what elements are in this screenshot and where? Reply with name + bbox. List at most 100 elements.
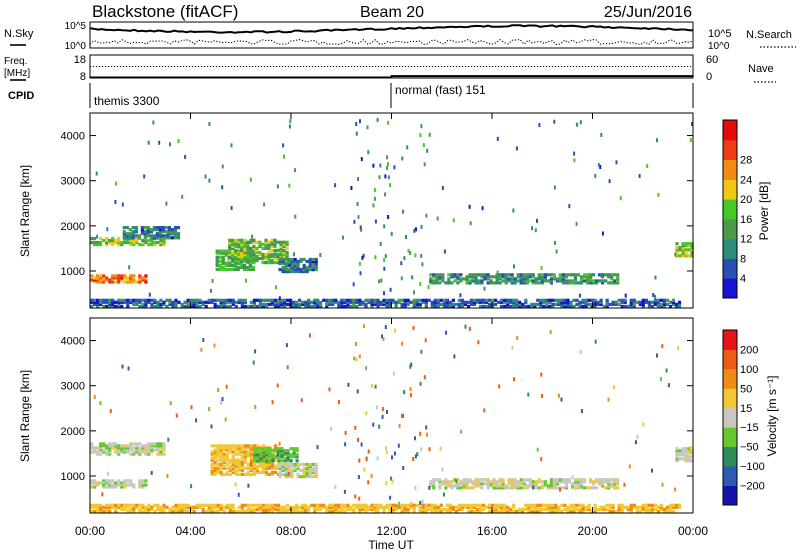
echo-cell bbox=[268, 459, 272, 463]
echo-cell bbox=[486, 482, 490, 486]
echo-cell bbox=[102, 444, 106, 448]
echo-cell bbox=[308, 462, 312, 467]
echo-cell bbox=[228, 254, 232, 259]
echo-cell bbox=[564, 273, 569, 277]
echo-cell bbox=[563, 302, 567, 306]
echo-cell bbox=[575, 302, 579, 306]
echo-cell bbox=[270, 505, 275, 509]
echo-cell bbox=[478, 503, 483, 507]
echo-cell bbox=[555, 486, 559, 490]
echo-cell bbox=[578, 503, 582, 507]
echo-cell bbox=[401, 413, 403, 418]
x-tick-label: 04:00 bbox=[175, 524, 205, 538]
echo-cell bbox=[292, 302, 296, 306]
echo-cell bbox=[448, 509, 452, 513]
echo-cell bbox=[483, 286, 486, 291]
echo-cell bbox=[497, 503, 501, 507]
echo-cell bbox=[681, 244, 685, 248]
echo-cell bbox=[96, 234, 99, 239]
echo-cell bbox=[231, 257, 235, 261]
echo-cell bbox=[677, 505, 682, 509]
echo-cell bbox=[674, 304, 679, 308]
echo-cell bbox=[240, 257, 244, 261]
echo-cell bbox=[213, 454, 217, 458]
echo-cell bbox=[644, 300, 648, 304]
echo-cell bbox=[201, 507, 205, 511]
echo-cell bbox=[276, 302, 281, 306]
echo-cell bbox=[364, 302, 368, 306]
echo-cell bbox=[409, 505, 413, 509]
echo-cell bbox=[328, 302, 332, 306]
echo-cell bbox=[108, 452, 112, 456]
velocity-echoes bbox=[90, 324, 694, 513]
echo-cell bbox=[210, 456, 214, 460]
echo-cell bbox=[690, 459, 694, 463]
echo-cell bbox=[545, 300, 549, 304]
echo-cell bbox=[325, 302, 329, 306]
echo-cell bbox=[218, 249, 222, 253]
echo-cell bbox=[111, 485, 115, 489]
echo-cell bbox=[141, 304, 145, 308]
echo-cell bbox=[362, 253, 365, 258]
echo-cell bbox=[237, 252, 241, 257]
echo-cell bbox=[286, 503, 290, 507]
echo-cell bbox=[96, 300, 100, 304]
echo-cell bbox=[296, 259, 300, 264]
echo-cell bbox=[246, 470, 250, 474]
echo-cell bbox=[361, 503, 365, 507]
echo-cell bbox=[121, 202, 124, 207]
echo-cell bbox=[548, 505, 552, 509]
echo-cell bbox=[258, 505, 262, 509]
echo-cell bbox=[228, 248, 232, 252]
echo-cell bbox=[240, 450, 244, 454]
echo-cell bbox=[280, 449, 284, 453]
echo-cell bbox=[472, 298, 477, 302]
echo-cell bbox=[147, 442, 151, 446]
echo-cell bbox=[545, 302, 549, 306]
echo-cell bbox=[111, 236, 115, 241]
echo-cell bbox=[424, 509, 428, 513]
echo-cell bbox=[299, 468, 303, 473]
echo-cell bbox=[560, 503, 564, 507]
echo-cell bbox=[433, 507, 437, 511]
echo-cell bbox=[252, 462, 256, 466]
echo-cell bbox=[567, 279, 572, 283]
echo-cell bbox=[228, 300, 232, 304]
echo-cell bbox=[668, 505, 673, 509]
echo-cell bbox=[319, 503, 323, 507]
echo-cell bbox=[406, 300, 410, 304]
echo-cell bbox=[132, 442, 136, 446]
echo-cell bbox=[298, 298, 302, 302]
echo-cell bbox=[222, 505, 226, 509]
echo-cell bbox=[595, 279, 599, 283]
echo-cell bbox=[600, 273, 603, 278]
echo-cell bbox=[456, 273, 460, 277]
echo-cell bbox=[117, 274, 121, 278]
echo-cell bbox=[451, 302, 455, 306]
echo-cell bbox=[268, 453, 272, 457]
echo-cell bbox=[344, 442, 347, 447]
echo-cell bbox=[604, 478, 608, 482]
echo-cell bbox=[617, 302, 621, 306]
echo-cell bbox=[313, 302, 317, 306]
colorbar-swatch bbox=[723, 446, 737, 467]
echo-cell bbox=[228, 503, 232, 507]
echo-cell bbox=[549, 478, 553, 482]
echo-cell bbox=[161, 226, 166, 230]
echo-cell bbox=[415, 227, 417, 232]
echo-cell bbox=[632, 304, 636, 308]
echo-cell bbox=[497, 509, 501, 513]
echo-cell bbox=[445, 298, 449, 302]
echo-cell bbox=[424, 338, 427, 343]
echo-cell bbox=[159, 302, 163, 306]
echo-cell bbox=[386, 409, 388, 414]
echo-cell bbox=[398, 501, 401, 506]
echo-cell bbox=[506, 300, 510, 304]
echo-cell bbox=[549, 279, 553, 283]
echo-cell bbox=[575, 298, 579, 302]
echo-cell bbox=[595, 486, 599, 490]
echo-cell bbox=[108, 304, 112, 308]
nsky-tick-top: 10^5 bbox=[65, 21, 87, 32]
echo-cell bbox=[522, 275, 526, 279]
echo-cell bbox=[602, 304, 606, 308]
